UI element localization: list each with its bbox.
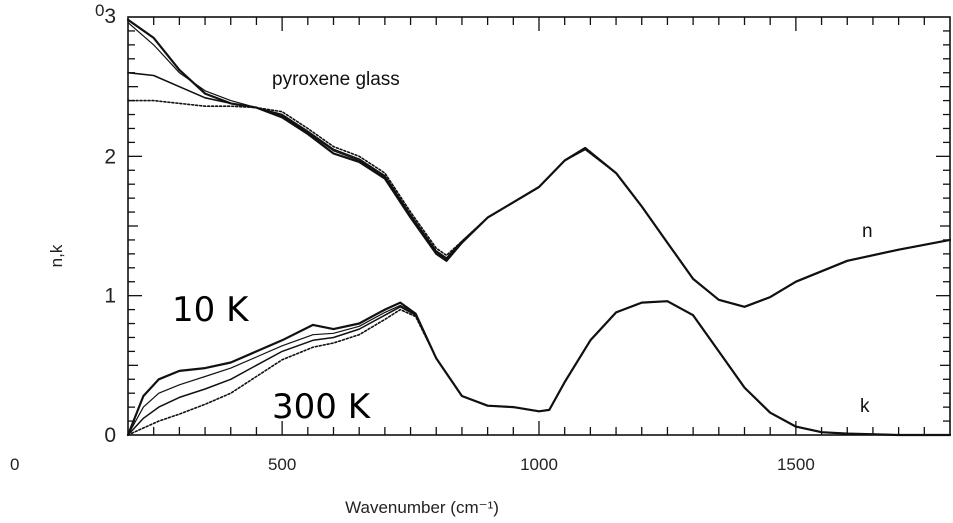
axis-ticks bbox=[128, 17, 950, 435]
y-tick-label: 3 bbox=[104, 5, 116, 28]
k-curve-dotted bbox=[127, 300, 951, 436]
temp-label-10k: 10 K bbox=[172, 290, 250, 330]
y-tick-labels: 0 1 2 3 bbox=[104, 5, 116, 447]
k-curve-solid-low bbox=[127, 300, 951, 436]
y-axis-label: n,k bbox=[47, 244, 66, 267]
y-tick-label: 2 bbox=[104, 145, 116, 168]
x-tick-label: 500 bbox=[268, 455, 296, 474]
plot-frame bbox=[127, 16, 951, 436]
y-tick-label: 1 bbox=[104, 285, 116, 308]
y-top-cutoff-label: 0 bbox=[95, 1, 104, 20]
n-curve-label: n bbox=[862, 221, 873, 242]
x-tick-labels: 500 1000 1500 bbox=[268, 455, 815, 474]
k-curve-label: k bbox=[860, 396, 870, 417]
chart-title: pyroxene glass bbox=[272, 69, 400, 90]
x-tick-label: 1000 bbox=[520, 455, 558, 474]
x-axis-label: Wavenumber (cm⁻¹) bbox=[345, 498, 499, 517]
x-tick-label: 1500 bbox=[777, 455, 815, 474]
n-curve-solid bbox=[126, 18, 952, 308]
y-tick-label: 0 bbox=[104, 424, 116, 447]
curves bbox=[126, 18, 952, 437]
x-extra-zero-label: 0 bbox=[10, 455, 19, 474]
n-curve-dotted bbox=[127, 99, 951, 308]
n-curve-solid-thin bbox=[127, 22, 951, 308]
temp-label-300k: 300 K bbox=[272, 387, 372, 427]
